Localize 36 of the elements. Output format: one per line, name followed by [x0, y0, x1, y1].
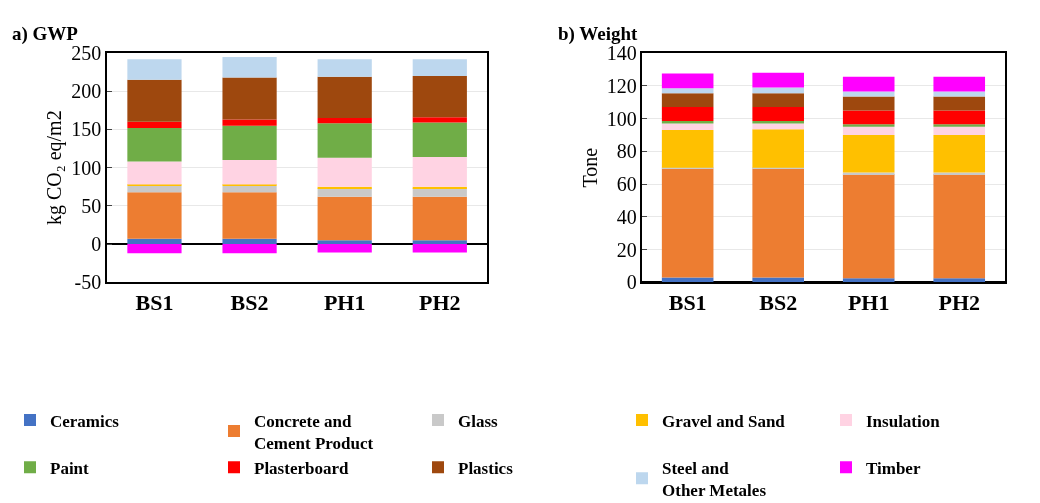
y-tick-label: 50 [81, 194, 102, 217]
y-axis-title: kg CO₂ eq/m2 [43, 110, 67, 226]
y-tick-label: 150 [71, 118, 102, 141]
y-tick-label: 0 [91, 233, 102, 256]
y-tick-label: 120 [606, 74, 637, 97]
legend-label: Insulation [866, 411, 941, 431]
chart-title: a) GWP [12, 23, 79, 45]
y-tick-label: -50 [74, 271, 102, 294]
y-axis-title: Tone [578, 147, 601, 188]
y-tick-label: 60 [616, 173, 637, 196]
legend-label: Steel and Other Metales [662, 458, 767, 500]
x-tick-label: PH1 [847, 290, 890, 316]
legend-label: Plastics [458, 458, 514, 478]
legend-label: Gravel and Sand [662, 411, 786, 431]
y-tick-label: 20 [616, 238, 637, 261]
x-tick-label: PH1 [323, 290, 366, 316]
x-tick-label: PH2 [938, 290, 981, 316]
x-tick-label: BS1 [135, 290, 174, 316]
x-tick-label: BS1 [668, 290, 707, 316]
legend-label: Paint [50, 458, 90, 478]
y-tick-label: 250 [71, 42, 102, 65]
legend-label: Timber [866, 458, 921, 478]
x-tick-label: BS2 [230, 290, 269, 316]
x-tick-label: BS2 [759, 290, 798, 316]
legend-label: Concrete and Cement Product [254, 411, 374, 453]
y-tick-label: 80 [616, 140, 637, 163]
legend-label: Ceramics [50, 411, 120, 431]
chart-title: b) Weight [558, 23, 639, 45]
y-tick-label: 40 [616, 205, 637, 228]
y-tick-label: 100 [606, 107, 637, 130]
legend-label: Glass [458, 411, 499, 431]
y-tick-label: 200 [71, 80, 102, 103]
y-tick-label: 100 [71, 156, 102, 179]
x-tick-label: PH2 [419, 290, 461, 316]
y-tick-label: 0 [626, 271, 637, 294]
legend-label: Plasterboard [254, 458, 349, 478]
